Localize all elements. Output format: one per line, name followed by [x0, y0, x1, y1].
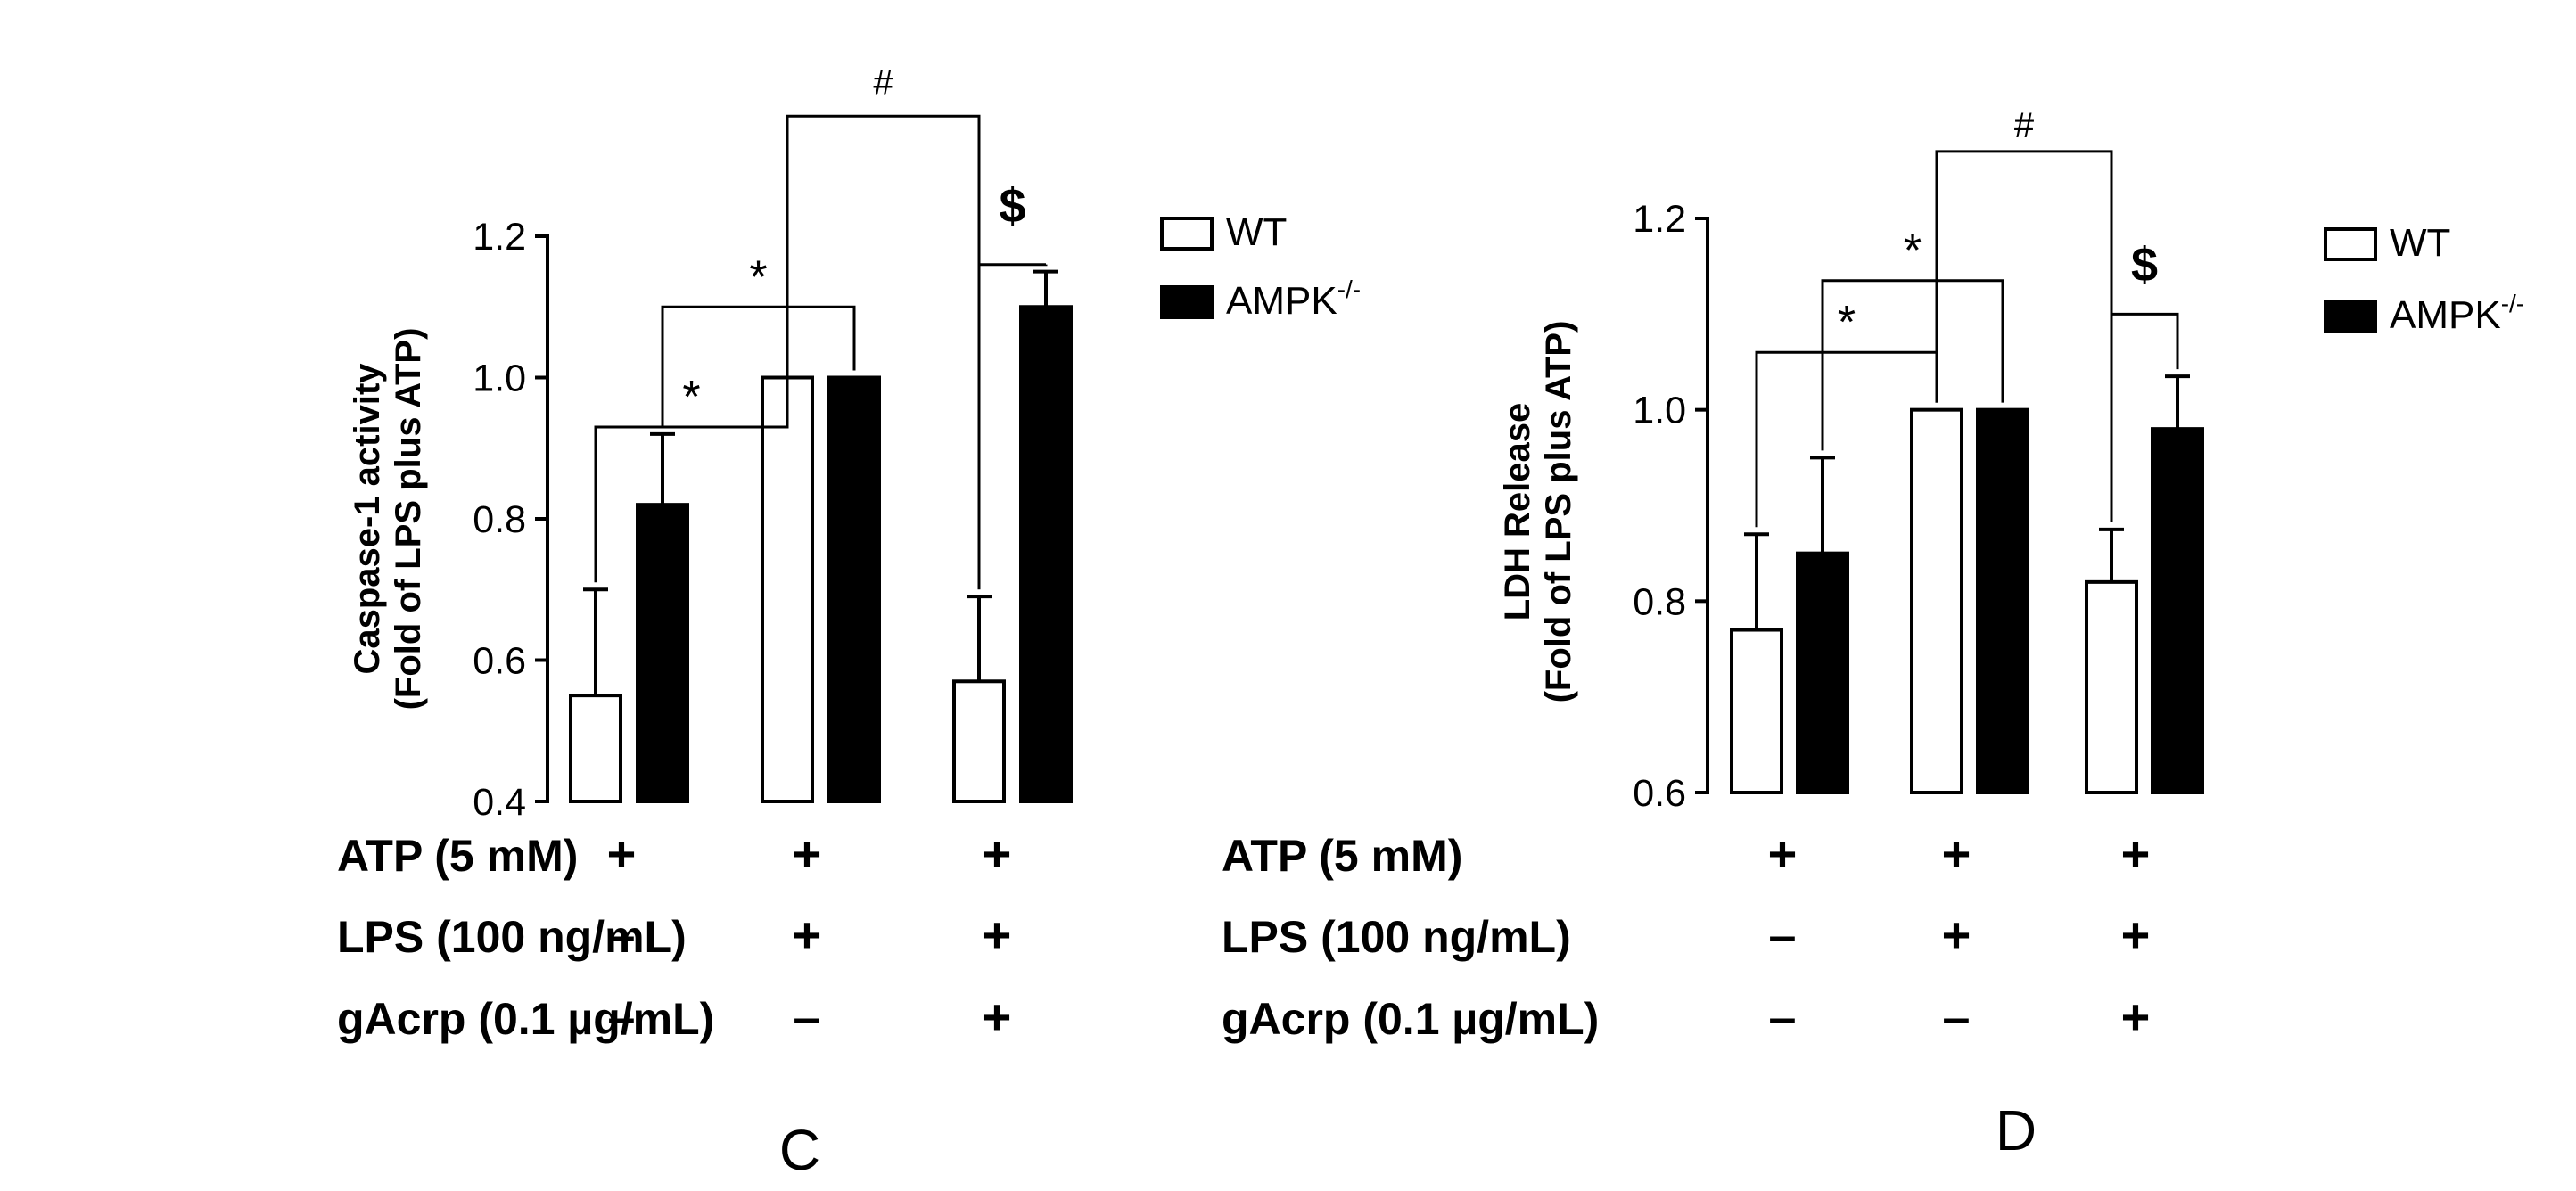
condition-mark: + — [1768, 825, 1798, 882]
bar-ampk-ko — [1796, 551, 1849, 795]
condition-mark: – — [1768, 989, 1796, 1045]
y-tick-label: 0.8 — [1633, 580, 1686, 623]
y-axis-label: LDH Release(Fold of LPS plus ATP) — [1498, 321, 1578, 703]
panel-letter: C — [779, 1118, 820, 1182]
legend-label-ampk: AMPK-/- — [1226, 275, 1361, 323]
y-axis-label-line1: Caspase-1 activity — [348, 363, 387, 675]
bar-wt — [569, 694, 622, 803]
legend-label-ampk-superscript: -/- — [1337, 275, 1361, 303]
condition-label: gAcrp (0.1 µg/mL) — [337, 994, 714, 1044]
bar-wt — [1910, 407, 1963, 794]
significance-marker: # — [2014, 106, 2035, 145]
panel-letter: D — [1996, 1098, 2037, 1162]
condition-mark: + — [793, 907, 822, 963]
condition-mark: – — [607, 907, 635, 963]
condition-mark: – — [607, 989, 635, 1045]
significance-marker: * — [749, 251, 767, 303]
y-axis-label-line1: LDH Release — [1498, 403, 1537, 621]
significance-bracket — [1755, 350, 1938, 528]
legend-label-wt: WT — [1226, 210, 1287, 254]
significance-bracket — [661, 305, 856, 427]
condition-mark: + — [983, 907, 1012, 963]
condition-mark: – — [793, 989, 820, 1045]
condition-mark: + — [607, 825, 637, 882]
bar-wt — [1730, 628, 1783, 794]
significance-bracket — [786, 114, 981, 590]
bar-ampk-ko — [827, 375, 881, 803]
significance-bracket — [1821, 279, 2004, 451]
condition-mark: + — [983, 989, 1012, 1045]
y-tick-label: 0.6 — [473, 640, 526, 683]
legend-label-ampk-text: AMPK — [1226, 279, 1337, 323]
condition-mark: + — [2121, 825, 2151, 882]
significance-bracket — [2110, 312, 2179, 522]
bar-wt — [2085, 579, 2138, 794]
condition-mark: – — [1942, 989, 1970, 1045]
y-tick-label: 0.6 — [1633, 772, 1686, 815]
condition-label: gAcrp (0.1 µg/mL) — [1222, 994, 1599, 1044]
bar-ampk-ko — [1019, 305, 1073, 803]
y-tick-label: 1.0 — [1633, 390, 1686, 432]
condition-mark: + — [983, 825, 1012, 882]
bar-ampk-ko — [636, 503, 689, 804]
legend-label-ampk-text: AMPK — [2390, 293, 2501, 337]
significance-marker: * — [1838, 297, 1856, 349]
significance-marker: # — [873, 64, 893, 103]
y-tick-label: 1.2 — [1633, 198, 1686, 241]
y-axis-label-line2: (Fold of LPS plus ATP) — [1539, 321, 1578, 703]
condition-label: ATP (5 mM) — [1222, 831, 1462, 881]
legend-label-ampk-superscript: -/- — [2501, 290, 2524, 317]
condition-label: ATP (5 mM) — [337, 831, 578, 881]
significance-marker: $ — [2131, 238, 2158, 292]
legend-swatch-wt — [1160, 217, 1214, 251]
panel-c-chart: 0.4 0.6 0.8 1.0 1.2 Caspase-1 activity(Fold o… — [337, 64, 1361, 1183]
y-axis-label: Caspase-1 activity(Fold of LPS plus ATP) — [348, 328, 428, 710]
y-tick-label: 1.2 — [473, 216, 526, 259]
condition-mark: + — [793, 825, 822, 882]
y-tick-label: 0.8 — [473, 498, 526, 541]
significance-marker: * — [1904, 226, 1922, 277]
legend-label-wt: WT — [2390, 221, 2450, 265]
legend-swatch-wt — [2324, 227, 2377, 261]
legend-label-ampk: AMPK-/- — [2390, 290, 2524, 337]
condition-mark: + — [1942, 825, 1971, 882]
y-tick-label: 0.4 — [473, 781, 526, 824]
condition-label: LPS (100 ng/mL) — [1222, 912, 1571, 962]
condition-label: LPS (100 ng/mL) — [337, 912, 687, 962]
legend-swatch-ampk — [2324, 300, 2377, 333]
significance-marker: $ — [999, 179, 1025, 233]
y-axis-label-line2: (Fold of LPS plus ATP) — [389, 328, 428, 710]
condition-mark: + — [2121, 907, 2151, 963]
y-tick-label: 1.0 — [473, 357, 526, 400]
bar-wt — [952, 679, 1006, 804]
condition-mark: – — [1768, 907, 1796, 963]
bar-ampk-ko — [1976, 407, 2029, 794]
bar-ampk-ko — [2151, 427, 2204, 794]
condition-mark: + — [2121, 989, 2151, 1045]
significance-bracket — [594, 370, 789, 583]
panel-d-chart: 0.6 0.8 1.0 1.2 LDH Release(Fold of LPS plus… — [1222, 106, 2524, 1162]
condition-mark: + — [1942, 907, 1971, 963]
legend-swatch-ampk — [1160, 285, 1214, 319]
significance-bracket — [977, 263, 1048, 590]
significance-marker: * — [682, 372, 700, 423]
bar-wt — [761, 375, 814, 803]
